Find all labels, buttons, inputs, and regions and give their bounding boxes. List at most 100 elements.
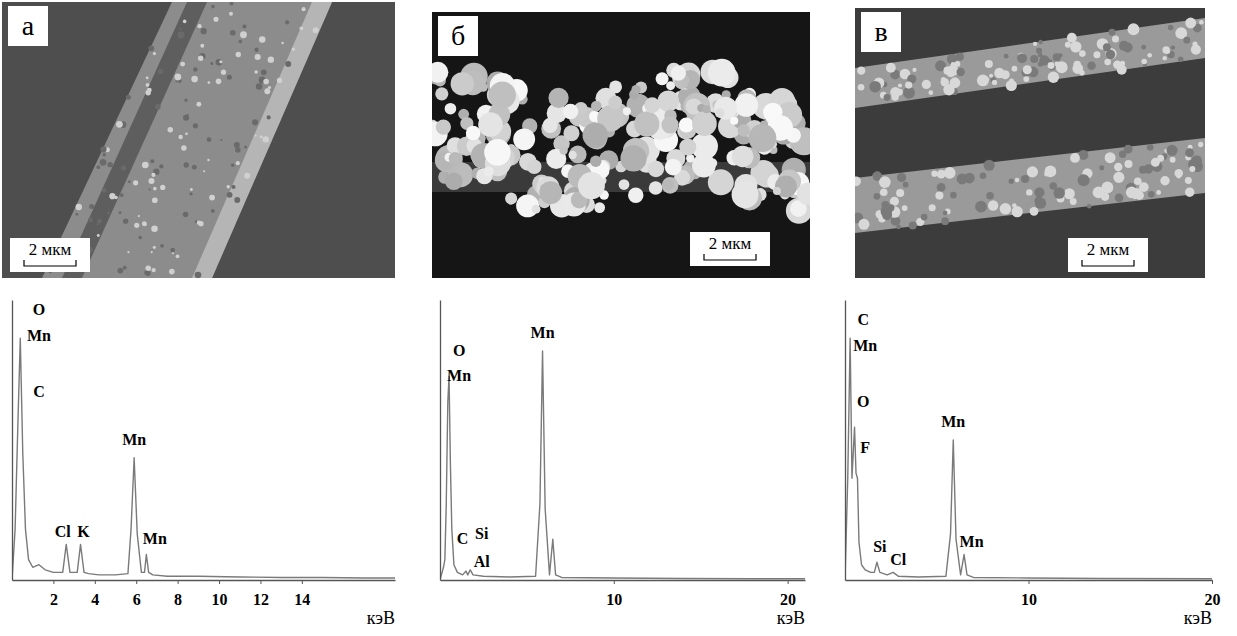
- peak-label: Mn: [143, 530, 167, 547]
- particle: [183, 115, 189, 121]
- x-tick-mark: [302, 580, 303, 584]
- particle: [261, 69, 267, 75]
- particle: [543, 118, 558, 133]
- particle: [1009, 179, 1014, 184]
- figure: а2 мкмб2 мкмв2 мкм2468101214OMnCClKMnMnк…: [0, 0, 1237, 636]
- particle: [1183, 37, 1190, 44]
- particle: [436, 119, 451, 134]
- particle: [229, 12, 233, 16]
- particle: [244, 173, 250, 179]
- image-background: [855, 8, 1205, 278]
- peak-label: Cl: [55, 523, 72, 540]
- particle: [255, 54, 261, 60]
- particle: [159, 164, 163, 168]
- particle: [120, 193, 124, 197]
- particle: [992, 80, 997, 85]
- particle: [994, 68, 1004, 78]
- y-axis-line: [845, 301, 846, 581]
- y-axis: [440, 301, 441, 581]
- particle: [937, 183, 946, 192]
- particle: [1168, 25, 1174, 31]
- particle: [478, 112, 503, 137]
- particle: [1101, 182, 1113, 194]
- scale-bar-label: 2 мкм: [1087, 240, 1130, 259]
- particle: [195, 272, 202, 278]
- particle: [88, 217, 93, 222]
- particle: [658, 90, 679, 111]
- particle: [1191, 44, 1201, 54]
- particle: [1148, 191, 1155, 198]
- particle: [1093, 51, 1100, 58]
- particle: [172, 252, 174, 254]
- particle: [149, 188, 151, 190]
- particle: [175, 80, 177, 82]
- particle: [148, 45, 154, 51]
- particle: [1189, 166, 1195, 172]
- x-tick-label: 14: [294, 591, 310, 608]
- particle: [1157, 155, 1164, 162]
- image-background: [432, 12, 810, 278]
- particle: [198, 56, 204, 62]
- particle: [1035, 197, 1046, 208]
- particle: [1156, 190, 1161, 195]
- particle: [1104, 59, 1111, 66]
- fiber: [855, 18, 1205, 108]
- x-tick-label: 20: [1205, 591, 1221, 608]
- x-tick-mark: [178, 580, 179, 584]
- particle: [145, 265, 151, 271]
- particle: [985, 60, 993, 68]
- particle: [148, 178, 154, 184]
- particle: [896, 189, 904, 197]
- particle: [1109, 29, 1116, 36]
- particle: [591, 101, 602, 112]
- particle: [230, 30, 236, 36]
- particle: [107, 212, 110, 215]
- peak-label: Mn: [853, 337, 877, 354]
- sem-image: б2 мкм: [423, 12, 819, 278]
- x-axis-line: [441, 580, 806, 581]
- particle: [943, 211, 948, 216]
- particle: [211, 209, 215, 213]
- particle: [858, 84, 865, 91]
- panel-label: а: [22, 10, 35, 41]
- peak-label: C: [457, 530, 469, 547]
- particle: [242, 24, 246, 28]
- x-tick-mark: [260, 580, 261, 584]
- particle: [897, 173, 906, 182]
- particle: [985, 77, 989, 81]
- particle: [277, 78, 282, 83]
- particle: [1023, 76, 1029, 82]
- particle: [1067, 33, 1077, 43]
- particle: [1070, 41, 1081, 52]
- particle: [929, 204, 936, 211]
- peak-label: Mn: [531, 324, 555, 341]
- particle: [1055, 62, 1060, 67]
- particle: [1011, 66, 1017, 72]
- particle: [532, 205, 541, 214]
- particle: [663, 179, 674, 190]
- particle: [231, 163, 235, 167]
- particle: [1119, 151, 1126, 158]
- particle: [260, 135, 263, 138]
- particle: [168, 127, 173, 132]
- particle: [285, 61, 291, 67]
- particle: [123, 219, 128, 224]
- particle: [1050, 182, 1058, 190]
- particle: [299, 26, 303, 30]
- x-tick-label: 6: [133, 591, 141, 608]
- particle: [665, 159, 682, 176]
- peak-label: Al: [474, 553, 491, 570]
- particle: [1171, 45, 1175, 49]
- particle: [1114, 163, 1122, 171]
- particle: [569, 146, 587, 164]
- x-tick-label: 4: [91, 591, 99, 608]
- y-axis: [845, 301, 846, 581]
- x-tick: 8: [174, 580, 182, 608]
- peak-label: K: [77, 523, 90, 540]
- scale-bar: [24, 260, 76, 266]
- particle: [943, 84, 954, 95]
- particle: [1079, 50, 1086, 57]
- x-tick-mark: [614, 580, 615, 584]
- particle: [76, 213, 79, 216]
- particle: [256, 83, 263, 90]
